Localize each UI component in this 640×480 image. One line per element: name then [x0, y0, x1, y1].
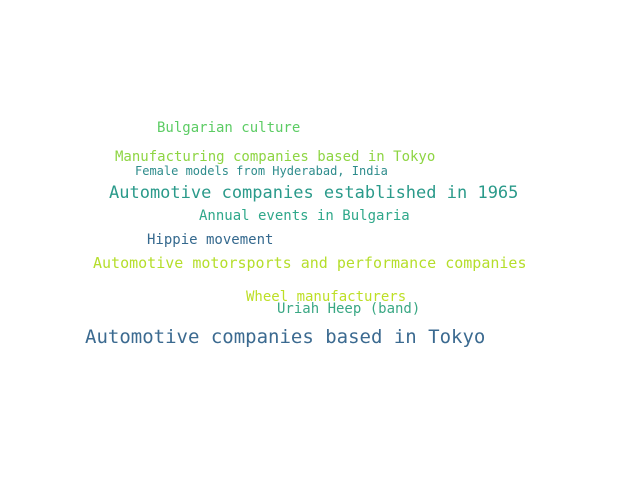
word-uriah-heep: Uriah Heep (band): [277, 301, 421, 317]
word-automotive-companies-tokyo: Automotive companies based in Tokyo: [85, 326, 486, 348]
word-wheel-manufacturers: Wheel manufacturers: [246, 289, 407, 305]
word-hippie-movement: Hippie movement: [147, 232, 274, 248]
word-annual-events-bulgaria: Annual events in Bulgaria: [199, 208, 410, 224]
word-automotive-companies-1965: Automotive companies established in 1965: [109, 183, 519, 203]
word-female-models-hyderabad: Female models from Hyderabad, India: [135, 164, 388, 178]
word-bulgarian-culture: Bulgarian culture: [157, 120, 301, 136]
word-automotive-motorsports: Automotive motorsports and performance c…: [93, 254, 527, 272]
word-manufacturing-companies-tokyo: Manufacturing companies based in Tokyo: [115, 149, 436, 165]
